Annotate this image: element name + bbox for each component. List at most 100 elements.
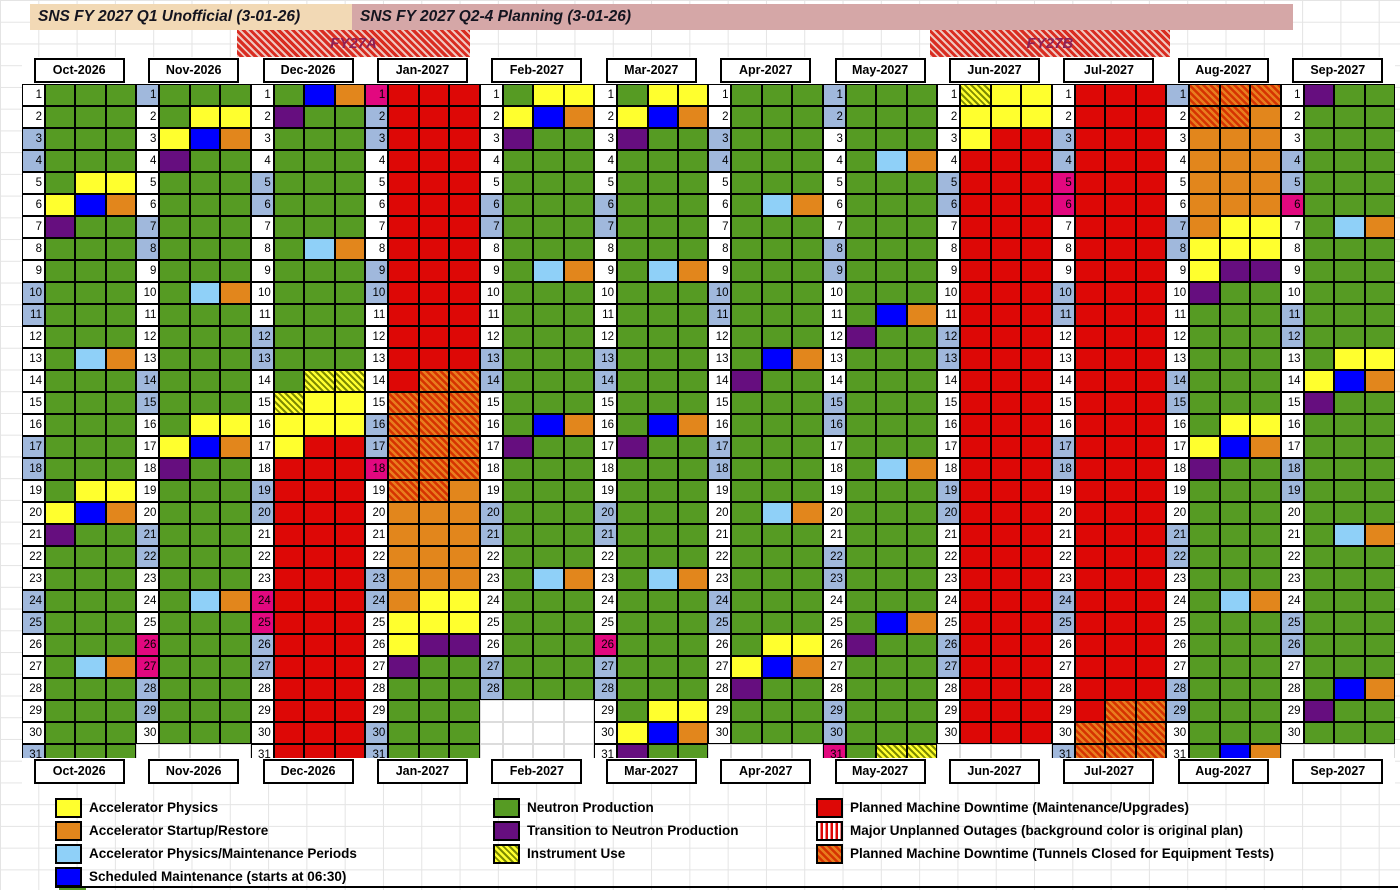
schedule-cell-accelerator-physics[interactable] <box>1021 106 1052 128</box>
schedule-cell-planned-downtime[interactable] <box>418 326 450 348</box>
day-number-cell[interactable]: 26 <box>1166 634 1190 656</box>
schedule-cell-neutron-production[interactable] <box>647 524 679 546</box>
day-number-cell[interactable]: 14 <box>136 370 160 392</box>
schedule-cell-planned-downtime[interactable] <box>1135 524 1167 546</box>
day-number-cell[interactable]: 29 <box>365 700 389 722</box>
schedule-cell-startup-restore[interactable] <box>418 568 450 590</box>
schedule-cell-accelerator-physics[interactable] <box>647 700 679 722</box>
schedule-cell-accelerator-physics[interactable] <box>105 172 137 194</box>
schedule-cell-startup-restore[interactable] <box>449 524 480 546</box>
schedule-cell-transition[interactable] <box>1303 84 1335 106</box>
schedule-cell-planned-downtime[interactable] <box>1074 414 1106 436</box>
schedule-cell-neutron-production[interactable] <box>731 524 762 546</box>
schedule-cell-planned-downtime[interactable] <box>273 590 305 612</box>
schedule-cell-neutron-production[interactable] <box>189 238 221 260</box>
schedule-cell-neutron-production[interactable] <box>75 370 106 392</box>
schedule-cell-neutron-production[interactable] <box>159 568 190 590</box>
schedule-cell-planned-downtime[interactable] <box>273 524 305 546</box>
day-number-cell[interactable]: 8 <box>1166 238 1190 260</box>
schedule-cell-transition[interactable] <box>1250 260 1281 282</box>
day-number-cell[interactable]: 11 <box>822 304 846 326</box>
day-number-cell[interactable]: 9 <box>136 260 160 282</box>
schedule-cell-neutron-production[interactable] <box>678 546 709 568</box>
schedule-cell-neutron-production[interactable] <box>792 392 823 414</box>
schedule-cell-planned-downtime[interactable] <box>273 480 305 502</box>
schedule-cell-neutron-production[interactable] <box>1189 656 1220 678</box>
schedule-cell-neutron-production[interactable] <box>75 568 106 590</box>
schedule-cell-neutron-production[interactable] <box>334 326 366 348</box>
schedule-cell-neutron-production[interactable] <box>1334 304 1365 326</box>
schedule-cell-planned-downtime[interactable] <box>960 326 991 348</box>
schedule-cell-neutron-production[interactable] <box>105 128 137 150</box>
day-number-cell[interactable]: 24 <box>250 590 274 612</box>
schedule-cell-neutron-production[interactable] <box>159 480 190 502</box>
day-number-cell[interactable]: 27 <box>1051 656 1075 678</box>
day-number-cell[interactable]: 16 <box>22 414 45 436</box>
schedule-cell-startup-restore[interactable] <box>105 348 137 370</box>
schedule-cell-planned-downtime[interactable] <box>1135 238 1167 260</box>
day-number-cell[interactable]: 21 <box>479 524 503 546</box>
day-number-cell[interactable]: 15 <box>937 392 961 414</box>
schedule-cell-planned-downtime[interactable] <box>960 678 991 700</box>
day-number-cell[interactable]: 23 <box>365 568 389 590</box>
schedule-cell-neutron-production[interactable] <box>220 656 251 678</box>
day-number-cell[interactable]: 26 <box>594 634 618 656</box>
schedule-cell-planned-downtime[interactable] <box>1074 568 1106 590</box>
day-number-cell[interactable]: 7 <box>250 216 274 238</box>
schedule-cell-neutron-production[interactable] <box>105 106 137 128</box>
schedule-cell-neutron-production[interactable] <box>678 392 709 414</box>
schedule-cell-neutron-production[interactable] <box>334 348 366 370</box>
schedule-cell-neutron-production[interactable] <box>105 524 137 546</box>
day-number-cell[interactable]: 2 <box>1166 106 1190 128</box>
day-number-cell[interactable]: 11 <box>937 304 961 326</box>
schedule-cell-planned-downtime[interactable] <box>990 700 1022 722</box>
schedule-cell-planned-downtime[interactable] <box>1105 128 1136 150</box>
schedule-cell-planned-downtime[interactable] <box>449 326 480 348</box>
day-number-cell[interactable]: 30 <box>822 722 846 744</box>
schedule-cell-neutron-production[interactable] <box>761 392 793 414</box>
day-number-cell[interactable]: 6 <box>1280 194 1304 216</box>
schedule-cell-neutron-production[interactable] <box>1303 348 1335 370</box>
schedule-cell-accelerator-physics[interactable] <box>761 634 793 656</box>
schedule-cell-startup-restore[interactable] <box>220 436 251 458</box>
schedule-cell-neutron-production[interactable] <box>189 612 221 634</box>
schedule-cell-neutron-production[interactable] <box>731 326 762 348</box>
schedule-cell-neutron-production[interactable] <box>563 436 595 458</box>
schedule-cell-neutron-production[interactable] <box>45 260 76 282</box>
schedule-cell-planned-downtime[interactable] <box>990 590 1022 612</box>
schedule-cell-neutron-production[interactable] <box>1334 326 1365 348</box>
schedule-cell-planned-downtime[interactable] <box>1021 216 1052 238</box>
schedule-cell-neutron-production[interactable] <box>678 634 709 656</box>
schedule-cell-neutron-production[interactable] <box>220 326 251 348</box>
schedule-cell-startup-restore[interactable] <box>220 282 251 304</box>
schedule-cell-neutron-production[interactable] <box>1364 128 1395 150</box>
schedule-cell-accelerator-physics[interactable] <box>1250 238 1281 260</box>
schedule-cell-scheduled-maintenance[interactable] <box>876 612 907 634</box>
day-number-cell[interactable]: 9 <box>1166 260 1190 282</box>
schedule-cell-neutron-production[interactable] <box>647 194 679 216</box>
schedule-cell-planned-downtime[interactable] <box>1135 172 1167 194</box>
day-number-cell[interactable]: 25 <box>1051 612 1075 634</box>
schedule-cell-neutron-production[interactable] <box>876 216 907 238</box>
schedule-cell-planned-downtime[interactable] <box>418 106 450 128</box>
schedule-cell-neutron-production[interactable] <box>533 502 564 524</box>
schedule-cell-neutron-production[interactable] <box>1250 612 1281 634</box>
day-number-cell[interactable]: 20 <box>708 502 732 524</box>
schedule-cell-neutron-production[interactable] <box>906 722 938 744</box>
schedule-cell-neutron-production[interactable] <box>502 634 534 656</box>
schedule-cell-neutron-production[interactable] <box>1303 106 1335 128</box>
schedule-cell-planned-downtime[interactable] <box>1074 282 1106 304</box>
day-number-cell[interactable]: 15 <box>22 392 45 414</box>
schedule-cell-planned-downtime[interactable] <box>1074 502 1106 524</box>
schedule-cell-neutron-production[interactable] <box>845 502 877 524</box>
day-number-cell[interactable]: 10 <box>136 282 160 304</box>
schedule-cell-neutron-production[interactable] <box>876 656 907 678</box>
schedule-cell-scheduled-maintenance[interactable] <box>189 436 221 458</box>
day-number-cell[interactable]: 29 <box>708 700 732 722</box>
schedule-cell-instrument-use[interactable] <box>334 370 366 392</box>
schedule-cell-accelerator-physics[interactable] <box>220 106 251 128</box>
schedule-cell-planned-downtime[interactable] <box>990 194 1022 216</box>
schedule-cell-planned-downtime[interactable] <box>334 458 366 480</box>
schedule-cell-neutron-production[interactable] <box>502 84 534 106</box>
schedule-cell-planned-downtime[interactable] <box>960 392 991 414</box>
